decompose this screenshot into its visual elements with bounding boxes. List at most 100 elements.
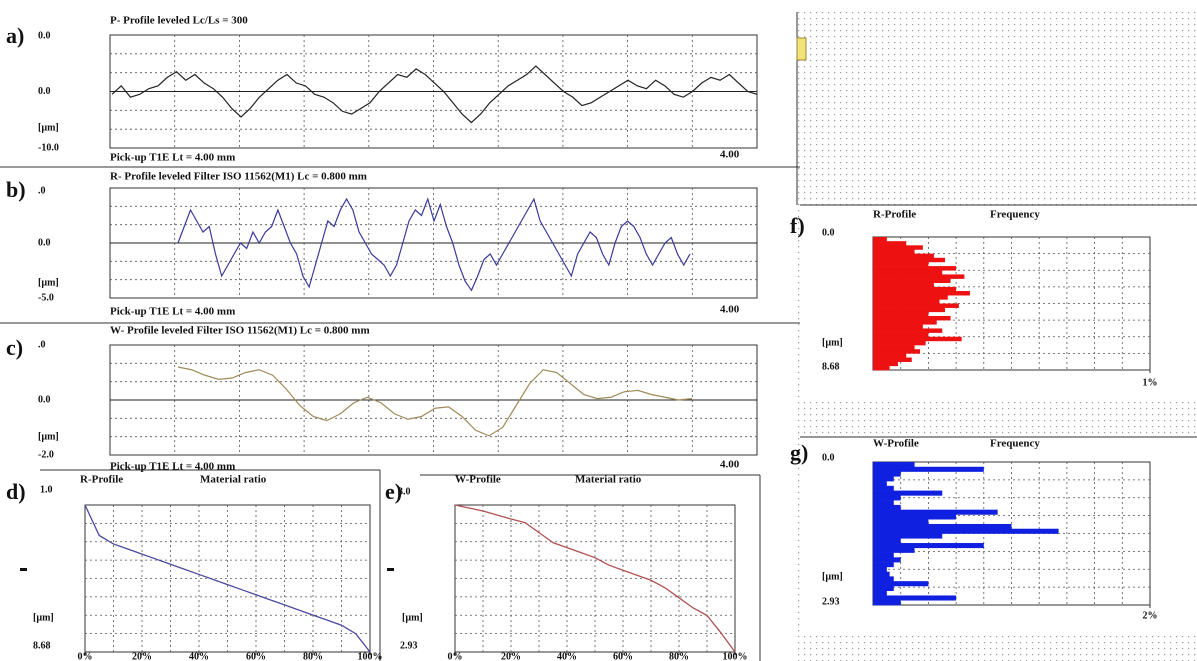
panel-letter: f) (790, 213, 805, 238)
frequency-bar (873, 528, 1059, 534)
y-top-label: 0.0 (38, 30, 51, 41)
frequency-bar (873, 349, 921, 354)
frequency-bar (873, 552, 894, 558)
x-tick-label: 20% (132, 651, 152, 661)
frequency-bar (873, 332, 929, 338)
frequency-bar (873, 320, 937, 325)
frequency-bar (873, 595, 957, 601)
y-unit-label: [µm] (402, 612, 423, 623)
panel-g-bg (800, 437, 1197, 635)
frequency-bar (873, 241, 907, 246)
x-tick-label: 100% (723, 651, 748, 661)
frequency-bar (873, 340, 926, 346)
frequency-bar (873, 571, 890, 577)
frequency-bar (873, 245, 923, 250)
y-top-label: .0 (38, 185, 46, 196)
panel-letter: g) (790, 440, 808, 465)
frequency-bar (873, 303, 959, 308)
frequency-bar (873, 585, 894, 591)
panel-title: W-Profile (873, 438, 919, 450)
frequency-bar (873, 495, 901, 501)
y-top-label: 3.0 (398, 486, 411, 497)
x-tick-label: 40% (189, 651, 209, 661)
y-top-label: .0 (38, 339, 46, 350)
y-tick-label: -5.0 (38, 292, 54, 303)
profile-line (177, 366, 693, 437)
frequency-bar (873, 590, 887, 596)
footer: Pick-up T1E Lt = 4.00 mm (110, 306, 235, 318)
panel-subtitle: Frequency (990, 209, 1040, 221)
x-end-label: 4.00 (720, 304, 740, 316)
frequency-bar (873, 543, 984, 549)
x-tick-label: 40% (557, 651, 577, 661)
frequency-bar (873, 566, 887, 572)
frequency-bar (873, 361, 898, 367)
panel-letter: a) (6, 23, 24, 48)
frequency-bar (873, 562, 894, 568)
y-tick-label: 0.0 (38, 86, 51, 97)
frequency-bar (873, 547, 915, 553)
y-unit-label: [µm] (33, 612, 54, 623)
y-tick-label: 0.0 (38, 394, 51, 405)
profile-line (177, 197, 691, 292)
y-unit-label: [µm] (38, 122, 59, 133)
panel-letter: e) (385, 479, 402, 504)
y-top-label: 1.0 (40, 484, 53, 495)
x-tick-label: 0% (78, 651, 93, 661)
y-tick-label: 8.68 (33, 640, 51, 651)
frequency-bar (873, 519, 929, 525)
frequency-bar (873, 307, 946, 313)
frequency-bar (873, 504, 901, 510)
frequency-bar (873, 533, 943, 539)
frequency-bar (873, 476, 894, 482)
y-unit-label: [µm] (38, 277, 59, 288)
marker (387, 568, 394, 571)
panel-letter: c) (6, 335, 23, 360)
frequency-bar (873, 509, 998, 515)
y-tick-label: 0.0 (822, 452, 835, 463)
frequency-bar (873, 286, 957, 292)
x-tick-label: 0% (448, 651, 463, 661)
x-tick-label: 60% (613, 651, 633, 661)
panel-subtitle: Frequency (990, 438, 1040, 450)
panel-letter: d) (6, 479, 26, 504)
panel-title: W- Profile leveled Filter ISO 11562(M1) … (110, 325, 370, 337)
frequency-bar (873, 291, 970, 296)
y-tick-label: 2.93 (822, 596, 840, 607)
frequency-bar (873, 328, 943, 333)
frequency-bar (873, 237, 887, 242)
frequency-bar (873, 253, 934, 259)
x-tick-label: 1% (1143, 377, 1158, 388)
y-unit-label: [µm] (38, 431, 59, 442)
frequency-bar (873, 357, 912, 362)
frequency-bar (873, 481, 887, 487)
frequency-bar (873, 523, 1012, 530)
frequency-bar (873, 345, 915, 350)
frequency-bar (873, 514, 957, 520)
x-end-label: 4.00 (720, 459, 740, 471)
x-tick-label: 20% (501, 651, 521, 661)
frequency-bar (873, 557, 901, 563)
y-unit-label: [µm] (822, 571, 843, 582)
panel-title: R- Profile leveled Filter ISO 11562(M1) … (110, 171, 367, 183)
panel-f-bg (800, 205, 1197, 400)
frequency-bar (873, 311, 929, 317)
frequency-bar (873, 315, 951, 321)
panel-letter: b) (6, 177, 26, 202)
frequency-bar (873, 299, 940, 304)
frequency-bar (873, 270, 943, 275)
frequency-bar (873, 466, 984, 472)
x-tick-label: 80% (669, 651, 689, 661)
profile-line (111, 65, 758, 124)
panel-title: R-Profile (80, 474, 123, 486)
marker (796, 37, 807, 61)
frequency-bar (873, 278, 951, 284)
y-tick-label: 8.68 (822, 361, 840, 372)
frequency-bar (873, 462, 915, 468)
y-tick-label: -2.0 (38, 449, 54, 460)
frequency-bar (873, 257, 946, 263)
frequency-bar (873, 261, 929, 267)
panel-subtitle: Material ratio (575, 474, 642, 486)
panel-subtitle: Material ratio (200, 474, 267, 486)
